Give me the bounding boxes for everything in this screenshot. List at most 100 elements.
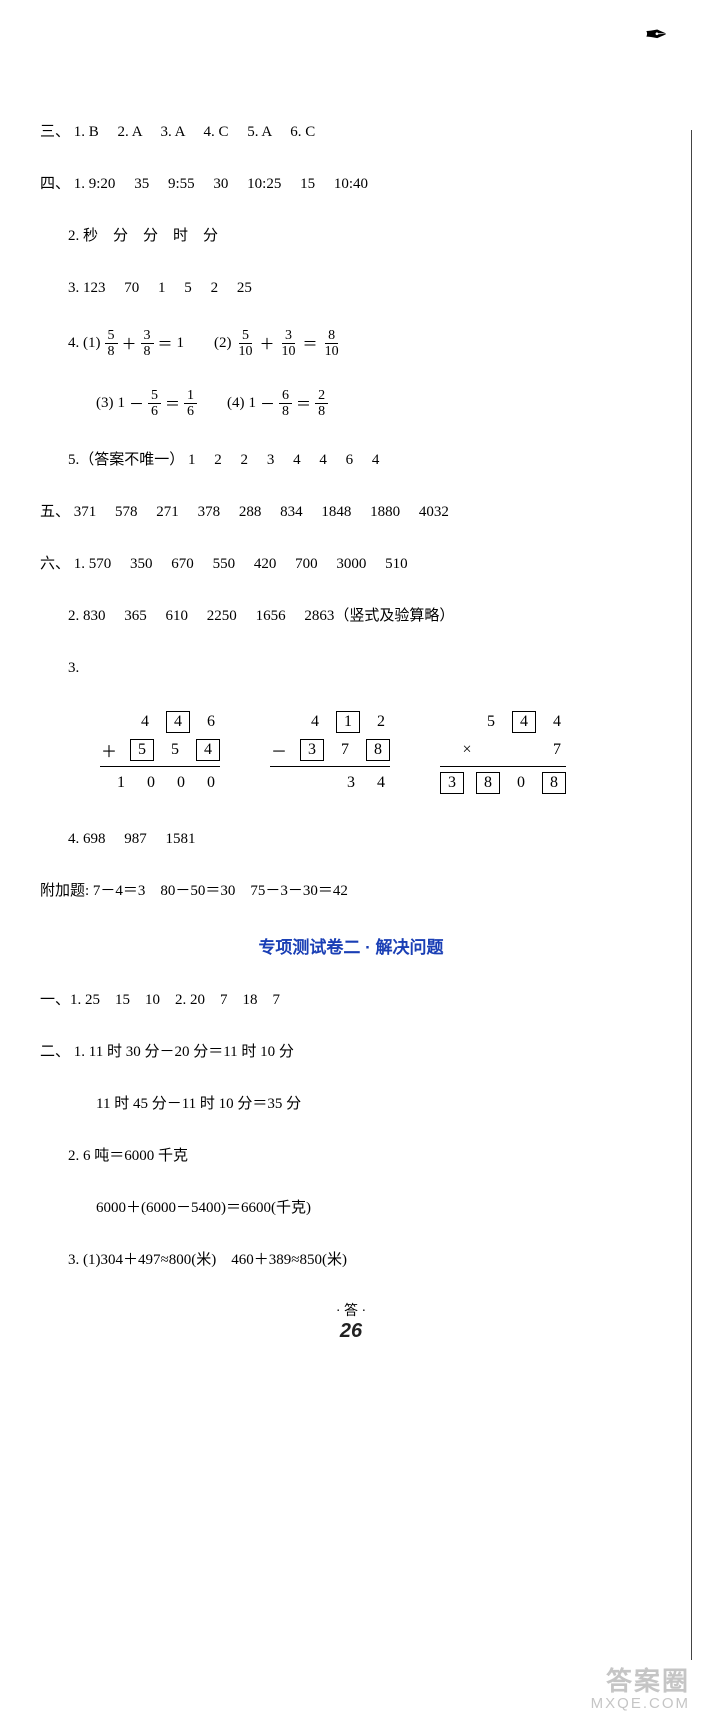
footer-mid: 答 xyxy=(344,1304,358,1319)
frac-p1-b: 38 xyxy=(141,328,154,360)
boxed-digit: 8 xyxy=(542,772,566,794)
bonus-line: 附加题: 7－4＝3 80－50＝30 75－3－30＝42 xyxy=(40,879,662,903)
s5-2: 271 xyxy=(156,504,179,520)
s4r5-label: 5.（答案不唯一） xyxy=(68,452,184,468)
page-number: 26 xyxy=(40,1320,662,1343)
section-6-row3-label: 3. xyxy=(40,656,662,680)
frac-p4-b: 68 xyxy=(279,388,292,420)
frac-p3-r: 16 xyxy=(184,388,197,420)
s6r4-0: 4. 698 xyxy=(68,831,106,847)
s4r3-4: 2 xyxy=(211,280,219,296)
digit: 0 xyxy=(142,774,160,792)
s2-q2-l5: 3. (1)304＋497≈800(米) 460＋389≈850(米) xyxy=(40,1248,662,1272)
watermark-line1: 答案圈 xyxy=(591,1667,690,1696)
page-edge-line xyxy=(691,130,692,1660)
digit: 7 xyxy=(548,741,566,759)
section-6-row1: 六、 1. 570 350 670 550 420 700 3000 510 xyxy=(40,552,662,576)
s4r1-3: 30 xyxy=(213,176,228,192)
equals-sign: ＝ xyxy=(165,393,180,414)
digit: 4 xyxy=(136,713,154,731)
s4r5-0: 1 xyxy=(188,452,196,468)
sec3-i1: 2. A xyxy=(118,124,142,140)
sec3-i5: 6. C xyxy=(290,124,315,140)
frac-p4-r: 28 xyxy=(315,388,328,420)
digit: 2 xyxy=(372,713,390,731)
boxed-digit: 4 xyxy=(166,711,190,733)
arith-block-a: 446＋5541000 xyxy=(100,708,220,797)
digit: 4 xyxy=(548,713,566,731)
s2q2-l1-text: 1. 11 时 30 分－20 分＝11 时 10 分 xyxy=(74,1044,294,1060)
arith-block-c: 544×73808 xyxy=(440,708,566,797)
arith-block-b: 412－37834 xyxy=(270,708,390,797)
footer-dot-right: · xyxy=(362,1304,367,1319)
section-4-fractions-1: 4. (1) 58 ＋ 38 ＝ 1 (2) 510 ＋ 310 ＝ 810 xyxy=(40,328,662,360)
s2-q2-l3: 2. 6 吨＝6000 千克 xyxy=(40,1144,662,1168)
s5-0: 371 xyxy=(74,504,97,520)
s2-q2-l4: 6000＋(6000－5400)＝6600(千克) xyxy=(40,1196,662,1220)
s4r5-6: 6 xyxy=(346,452,354,468)
s4r5-7: 4 xyxy=(372,452,380,468)
s4r1-4: 10:25 xyxy=(247,176,281,192)
s4r1-1: 35 xyxy=(134,176,149,192)
section-4-label: 四、 xyxy=(40,176,70,192)
s4r5-3: 3 xyxy=(267,452,275,468)
s5-5: 834 xyxy=(280,504,303,520)
s6r1-1: 350 xyxy=(130,556,153,572)
p3-label: (3) xyxy=(96,395,114,412)
minus-sign: － xyxy=(129,393,144,414)
s6r2-2: 610 xyxy=(166,608,189,624)
arith-rule-line xyxy=(440,766,566,767)
s6r4-2: 1581 xyxy=(166,831,196,847)
s2-q2-l1: 二、 1. 11 时 30 分－20 分＝11 时 10 分 xyxy=(40,1040,662,1064)
section-4-row2: 2. 秒 分 分 时 分 xyxy=(40,224,662,248)
s5-8: 4032 xyxy=(419,504,449,520)
s6r2-3: 2250 xyxy=(207,608,237,624)
equals-sign: ＝ xyxy=(296,393,311,414)
vertical-arithmetic-row: 446＋5541000 412－37834 544×73808 xyxy=(100,708,662,797)
s5-6: 1848 xyxy=(321,504,351,520)
operator: － xyxy=(270,738,288,762)
plus-sign: ＋ xyxy=(260,333,275,354)
section-5: 五、 371 578 271 378 288 834 1848 1880 403… xyxy=(40,500,662,524)
section-4-row5: 5.（答案不唯一） 1 2 2 3 4 4 6 4 xyxy=(40,448,662,472)
section-6-row4: 4. 698 987 1581 xyxy=(40,827,662,851)
s4r1-6: 10:40 xyxy=(334,176,368,192)
footer-mid-row: · 答 · xyxy=(40,1300,662,1320)
section-5-label: 五、 xyxy=(40,504,70,520)
s4r3-1: 70 xyxy=(124,280,139,296)
boxed-digit: 1 xyxy=(336,711,360,733)
section-2-title: 专项测试卷二 · 解决问题 xyxy=(40,933,662,958)
p2-label: (2) xyxy=(214,335,232,352)
arith-rule-line xyxy=(100,766,220,767)
section-4-row3: 3. 123 70 1 5 2 25 xyxy=(40,276,662,300)
s4r3-3: 5 xyxy=(184,280,192,296)
plus-sign: ＋ xyxy=(122,333,137,354)
s4r5-4: 4 xyxy=(293,452,301,468)
s6r1-7: 510 xyxy=(385,556,408,572)
frac-eq-3: (3) 1 － 56 ＝ 16 xyxy=(96,388,197,420)
frac-p2-a: 510 xyxy=(236,328,256,360)
sec3-i4: 5. A xyxy=(247,124,271,140)
watermark-line2: MXQE.COM xyxy=(591,1696,690,1713)
s5-7: 1880 xyxy=(370,504,400,520)
operator: × xyxy=(458,741,476,759)
page-footer: · 答 · 26 xyxy=(40,1300,662,1343)
s6r1-4: 420 xyxy=(254,556,277,572)
digit: 4 xyxy=(306,713,324,731)
s4r5-2: 2 xyxy=(241,452,249,468)
p3-a: 1 xyxy=(118,395,126,412)
s4r3-0: 3. 123 xyxy=(68,280,106,296)
s5-1: 578 xyxy=(115,504,138,520)
s6r2-1: 365 xyxy=(124,608,147,624)
section-3-label: 三、 xyxy=(40,124,70,140)
digit: 7 xyxy=(336,741,354,759)
s4r1-5: 15 xyxy=(300,176,315,192)
section-6-row2: 2. 830 365 610 2250 1656 2863（竖式及验算略） xyxy=(40,604,662,628)
s6r2-0: 2. 830 xyxy=(68,608,106,624)
boxed-digit: 4 xyxy=(512,711,536,733)
digit: 4 xyxy=(372,774,390,792)
p4-a: 1 xyxy=(249,395,257,412)
boxed-digit: 8 xyxy=(476,772,500,794)
section-3: 三、 1. B 2. A 3. A 4. C 5. A 6. C xyxy=(40,120,662,144)
p1-res: 1 xyxy=(177,335,185,352)
